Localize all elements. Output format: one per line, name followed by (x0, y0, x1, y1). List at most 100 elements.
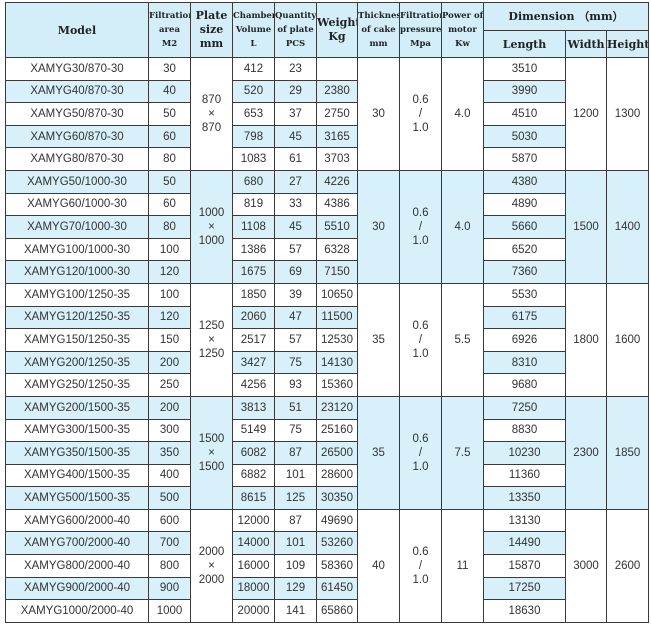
chamber-volume-cell: 2060 (232, 305, 275, 330)
width-cell: 2300 (565, 395, 607, 510)
filtration-area-cell: 100 (148, 237, 191, 262)
plate-quantity-cell: 87 (274, 441, 317, 465)
plate-size-cell: 1000 × 1000 (190, 169, 233, 284)
filtration-area-cell: 150 (148, 328, 191, 352)
filtration-area-cell: 200 (148, 395, 191, 420)
chamber-volume-cell: 1083 (232, 147, 275, 171)
filtration-pressure-cell: 0.6/1.0 (399, 169, 442, 284)
height-cell: 1400 (605, 169, 650, 284)
model-cell: XAMYG40/870-30 (5, 79, 149, 104)
weight-cell: 10650 (316, 282, 358, 307)
width-cell: 3000 (565, 508, 607, 623)
chamber-volume-cell: 653 (232, 102, 275, 126)
weight-cell: 30350 (316, 486, 358, 510)
weight-cell: 28600 (316, 463, 358, 488)
height-cell: 1300 (605, 57, 650, 171)
filtration-area-cell: 500 (148, 486, 191, 510)
model-cell: XAMYG200/1500-35 (5, 395, 149, 420)
model-cell: XAMYG60/870-30 (5, 124, 149, 149)
filtration-pressure-cell: 0.6/1.0 (399, 395, 442, 510)
table-row: XAMYG100/1250-35 100 1250 × 1250 1850 39 10650 3… (5, 282, 650, 397)
model-cell: XAMYG60/1000-30 (5, 192, 149, 217)
plate-quantity-cell: 47 (274, 305, 317, 330)
chamber-volume-cell: 5149 (232, 418, 275, 443)
model-cell: XAMYG100/1250-35 (5, 282, 149, 307)
plate-quantity-cell: 57 (274, 237, 317, 262)
header-filtration-area: Filtration area M2 (148, 2, 191, 58)
model-cell: XAMYG50/1000-30 (5, 169, 149, 194)
table-row: XAMYG900/2000-40 900 18000 129 61450 17250 (5, 576, 649, 601)
filtration-pressure-cell: 0.6/1.0 (399, 57, 442, 171)
model-cell: XAMYG600/2000-40 (5, 508, 149, 533)
model-cell: XAMYG1000/2000-40 (5, 599, 149, 623)
table-row: XAMYG50/1000-30 50 1000 × 1000 680 27 4226 30 0.6… (5, 169, 650, 284)
filtration-area-cell: 80 (148, 147, 191, 171)
plate-quantity-cell: 61 (274, 147, 317, 171)
weight-cell: 7150 (316, 260, 358, 284)
plate-quantity-cell: 39 (274, 282, 317, 307)
chamber-volume-cell: 520 (232, 79, 275, 104)
chamber-volume-cell: 3813 (232, 395, 275, 420)
model-cell: XAMYG800/2000-40 (5, 554, 149, 578)
model-cell: XAMYG50/870-30 (5, 102, 149, 126)
weight-cell: 4226 (316, 169, 358, 194)
plate-quantity-cell: 29 (274, 79, 317, 104)
header-dimension: Dimension （mm） (482, 2, 650, 31)
weight-cell: 58360 (316, 554, 358, 578)
chamber-volume-cell: 16000 (232, 554, 275, 578)
length-cell: 8830 (483, 418, 566, 443)
length-cell: 10230 (483, 441, 566, 465)
model-cell: XAMYG250/1250-35 (5, 373, 149, 397)
chamber-volume-cell: 8615 (232, 486, 275, 510)
table-row: XAMYG40/870-30 40 520 29 2380 3990 (5, 79, 649, 104)
table-row: XAMYG250/1250-35 250 4256 93 15360 9680 (5, 373, 649, 397)
length-cell: 14490 (483, 531, 566, 556)
filtration-area-cell: 700 (148, 531, 191, 556)
table-body: XAMYG30/870-30 30 870 × 870 412 23 30 0.6/1.0 4.0… (5, 57, 650, 623)
plate-quantity-cell: 109 (274, 554, 317, 578)
header-plate-quantity: Quantity of plate PCS (274, 2, 317, 58)
weight-cell: 26500 (316, 441, 358, 465)
filtration-area-cell: 1000 (148, 599, 191, 623)
weight-cell: 4386 (316, 192, 358, 217)
filtration-area-cell: 100 (148, 282, 191, 307)
plate-quantity-cell: 57 (274, 328, 317, 352)
plate-quantity-cell: 141 (274, 599, 317, 623)
model-cell: XAMYG70/1000-30 (5, 215, 149, 239)
filtration-pressure-cell: 0.6/1.0 (399, 282, 442, 397)
weight-cell: 3703 (316, 147, 358, 171)
model-cell: XAMYG300/1500-35 (5, 418, 149, 443)
chamber-volume-cell: 20000 (232, 599, 275, 623)
table-row: XAMYG120/1250-35 120 2060 47 11500 6175 (5, 305, 649, 330)
motor-power-cell: 11 (441, 508, 484, 623)
table-row: XAMYG200/1500-35 200 1500 × 1500 3813 51 23120 3… (5, 395, 650, 510)
model-cell: XAMYG500/1500-35 (5, 486, 149, 510)
chamber-volume-cell: 819 (232, 192, 275, 217)
plate-quantity-cell: 45 (274, 124, 317, 149)
chamber-volume-cell: 1386 (232, 237, 275, 262)
model-cell: XAMYG700/2000-40 (5, 531, 149, 556)
length-cell: 13130 (483, 508, 566, 533)
motor-power-cell: 7.5 (441, 395, 484, 510)
chamber-volume-cell: 1108 (232, 215, 275, 239)
cake-thickness-cell: 35 (357, 282, 400, 397)
length-cell: 11360 (483, 463, 566, 488)
model-cell: XAMYG30/870-30 (5, 57, 149, 81)
weight-cell: 2380 (316, 79, 358, 104)
height-cell: 1600 (605, 282, 650, 397)
length-cell: 6175 (483, 305, 566, 330)
filtration-area-cell: 300 (148, 418, 191, 443)
length-cell: 17250 (483, 576, 566, 601)
header-width: Width (565, 30, 607, 58)
header-plate-size: Plate size mm (190, 2, 233, 58)
plate-quantity-cell: 129 (274, 576, 317, 601)
table-row: XAMYG80/870-30 80 1083 61 3703 5870 (5, 147, 649, 171)
weight-cell: 6328 (316, 237, 358, 262)
model-cell: XAMYG150/1250-35 (5, 328, 149, 352)
filtration-area-cell: 400 (148, 463, 191, 488)
table-row: XAMYG50/870-30 50 653 37 2750 4510 (5, 102, 649, 126)
table-row: XAMYG60/870-30 60 798 45 3165 5030 (5, 124, 649, 149)
model-cell: XAMYG350/1500-35 (5, 441, 149, 465)
plate-quantity-cell: 101 (274, 531, 317, 556)
plate-quantity-cell: 93 (274, 373, 317, 397)
